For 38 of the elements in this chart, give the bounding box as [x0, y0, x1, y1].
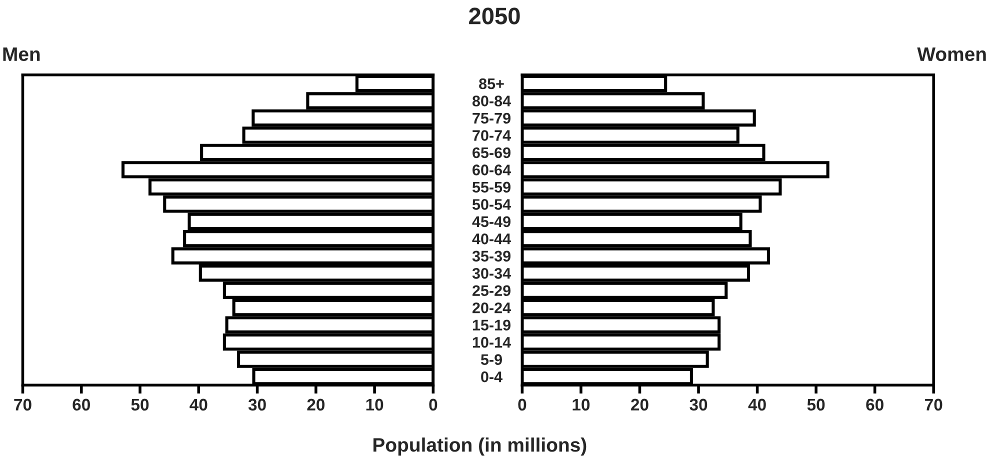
- y-tick-label: 5-9: [480, 354, 502, 365]
- x-tick-label: 50: [807, 398, 825, 411]
- x-tick-label: 0: [518, 398, 526, 411]
- y-tick-label: 60-64: [472, 164, 511, 176]
- y-tick-label: 85+: [479, 78, 504, 90]
- x-tick-label: 30: [248, 398, 266, 411]
- y-tick-label: 10-14: [472, 336, 511, 348]
- y-tick-label: 45-49: [472, 216, 510, 228]
- text: 2050: [469, 8, 520, 24]
- y-tick-label: 65-69: [472, 147, 510, 158]
- y-tick-label: 80-84: [472, 96, 511, 106]
- x-tick-label: 60: [866, 398, 884, 411]
- x-tick-label: 0: [429, 398, 438, 411]
- x-axis-title: Population (in millions): [373, 438, 586, 456]
- y-tick-label: 50-54: [472, 199, 511, 210]
- y-tick-label: 20-24: [472, 302, 511, 314]
- x-tick-label: 10: [572, 398, 590, 411]
- y-tick-label: 70-74: [472, 130, 511, 141]
- y-tick-label: 15-19: [472, 320, 510, 331]
- x-tick-label: 40: [748, 398, 766, 411]
- y-tick-label: 25-29: [472, 285, 510, 296]
- x-tick-label: 60: [72, 398, 90, 411]
- x-tick-label: 40: [190, 398, 208, 411]
- x-tick-label: 20: [307, 398, 324, 411]
- x-tick-label: 30: [690, 398, 708, 411]
- x-tick-label: 10: [366, 398, 384, 411]
- x-tick-label: 70: [925, 398, 942, 411]
- y-tick-label: 75-79: [472, 112, 510, 124]
- y-tick-label: 35-39: [472, 250, 510, 262]
- chart-subtitle: Men: [3, 47, 40, 62]
- x-tick-label: 20: [631, 398, 648, 411]
- y-tick-label: 40-44: [472, 234, 511, 244]
- x-tick-label: 70: [14, 398, 32, 411]
- y-tick-label: 0-4: [481, 371, 502, 382]
- y-tick-label: 55-59: [472, 182, 510, 193]
- y-tick-label: 30-34: [472, 268, 511, 279]
- x-tick-label: 50: [131, 398, 149, 411]
- chart-subtitle: Women: [917, 47, 986, 62]
